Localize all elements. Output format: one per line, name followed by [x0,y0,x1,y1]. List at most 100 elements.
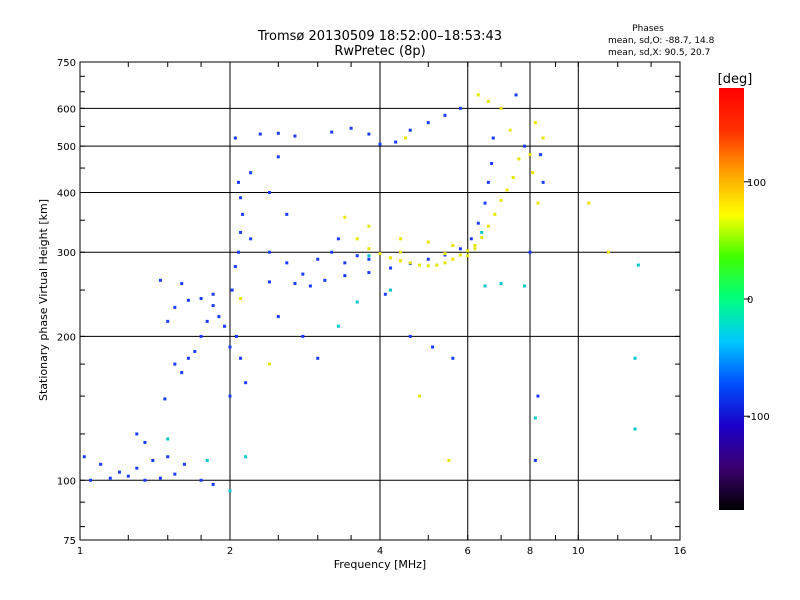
data-point [308,284,312,288]
data-point [499,106,503,110]
plot-area [79,61,681,541]
data-point [173,305,177,309]
data-point [239,356,243,360]
data-point [491,136,495,140]
chart-subtitle: RwPretec (8p) [334,44,425,59]
data-point [163,397,167,401]
data-point [180,282,184,286]
data-point [476,221,480,225]
data-point [483,201,487,205]
data-point [355,300,359,304]
data-point [533,121,537,125]
data-point [458,247,462,251]
y-tick-label: 400 [57,188,76,199]
data-point [249,171,253,175]
colorbar-tick-label: 0 [747,295,753,306]
data-point [490,161,494,165]
data-point [480,230,484,234]
data-point [166,455,170,459]
data-point [399,259,403,263]
data-point [636,263,640,267]
data-point [451,356,455,360]
data-point [143,440,147,444]
data-point [483,284,487,288]
data-point [486,180,490,184]
data-point [443,252,447,256]
data-point [499,282,503,286]
data-point [367,224,371,228]
data-point [151,458,155,462]
data-point [426,240,430,244]
data-point [343,215,347,219]
legend-line-x: mean, sd,X: 90.5, 20.7 [608,48,710,58]
data-point [228,345,232,349]
data-point [443,113,447,117]
x-tick-label: 8 [527,546,533,557]
data-point [166,437,170,441]
legend-title: Phases [632,24,664,34]
data-point [236,180,240,184]
x-axis-label: Frequency [MHz] [334,558,426,571]
data-point [533,416,537,420]
data-point [539,153,543,157]
colorbar: [deg] 100 0 -100 [718,72,770,510]
data-point [466,254,470,258]
data-point [99,462,103,466]
data-point [451,243,455,247]
x-tick-label: 6 [465,546,471,557]
data-point [514,93,518,97]
data-point [258,132,262,136]
data-point [336,324,340,328]
y-tick-label: 75 [63,536,76,547]
data-point [517,157,521,161]
data-point [330,130,334,134]
data-point [205,319,209,323]
data-point [239,230,243,234]
data-point [486,224,490,228]
data-point [389,266,393,270]
legend-line-o: mean, sd,O: -88.7, 14.8 [608,36,715,46]
data-point [316,257,320,261]
data-point [367,257,371,261]
data-point [499,198,503,202]
data-point [343,261,347,265]
data-point [408,261,412,265]
phases-legend: Phases mean, sd,O: -88.7, 14.8 mean, sd,… [608,24,715,58]
data-point [528,153,532,157]
data-point [389,256,393,260]
data-point [293,134,297,138]
x-axis-tick-labels: 1 2 4 6 8 10 16 [77,546,687,557]
x-tick-label: 1 [77,546,83,557]
data-point [186,356,190,360]
data-point [234,334,238,338]
data-point [367,254,371,258]
data-point [267,362,271,366]
data-point [426,264,430,268]
data-point [173,472,177,476]
x-tick-label: 2 [227,546,233,557]
data-point [523,284,527,288]
colorbar-gradient [719,88,744,510]
data-point [417,263,421,267]
data-point [480,236,484,240]
data-point [443,261,447,265]
data-point [343,274,347,278]
y-axis-tick-labels: 75 100 200 300 400 500 600 750 [57,58,76,547]
data-point [367,247,371,251]
data-point [267,190,271,194]
data-point [199,334,203,338]
data-point [228,394,232,398]
data-point [508,128,512,132]
data-point [267,280,271,284]
data-point [458,106,462,110]
data-point [211,292,215,296]
data-point [417,394,421,398]
data-point [408,334,412,338]
data-point [230,288,234,292]
colorbar-ticks: 100 0 -100 [744,178,770,423]
colorbar-tick-label: 100 [747,178,766,189]
data-point [239,196,243,200]
data-point [117,470,121,474]
data-point [633,427,637,431]
